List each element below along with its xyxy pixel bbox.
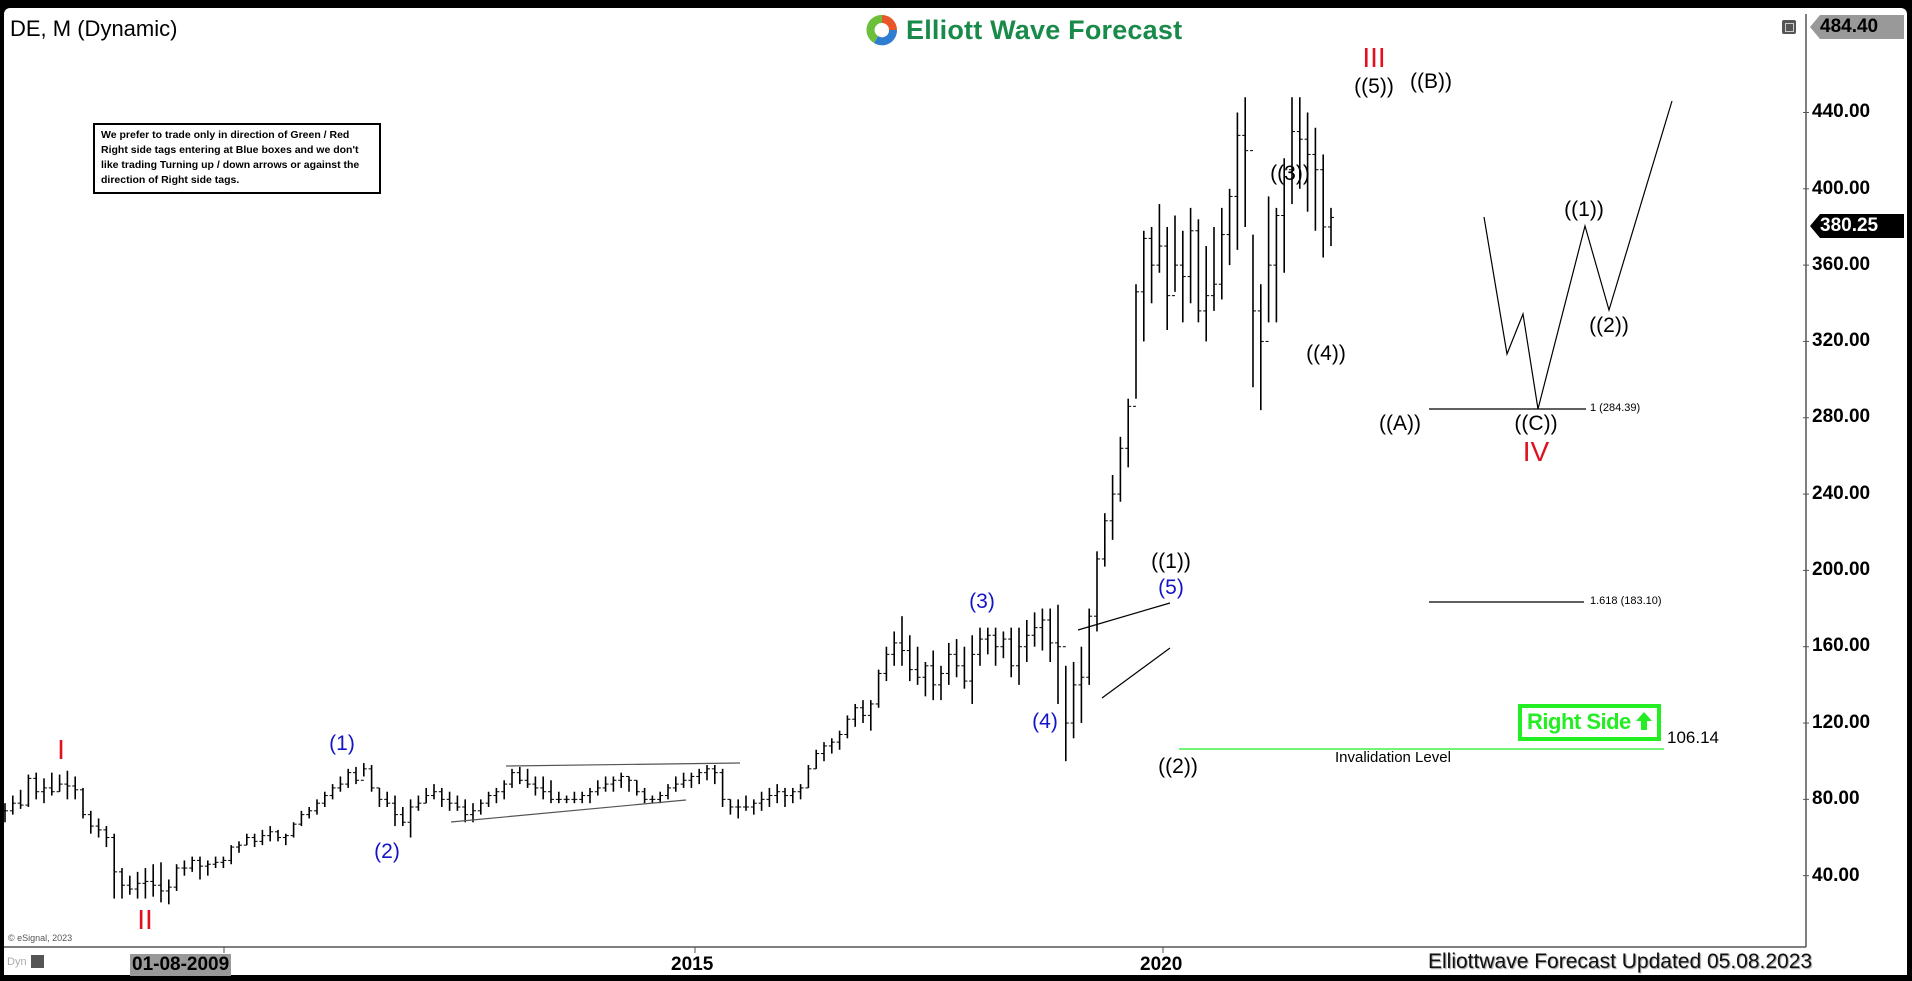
restore-window-icon[interactable] <box>1782 20 1796 34</box>
wave-label-proj-2: ((2)) <box>1589 314 1629 337</box>
trading-note: We prefer to trade only in direction of … <box>93 123 381 194</box>
channel-upper-line <box>505 762 741 767</box>
y-label: 320.00 <box>1812 330 1871 351</box>
trendlines <box>450 100 1673 823</box>
arrow-up-icon <box>1636 710 1653 736</box>
wave-label-k2: ((2)) <box>1158 755 1198 778</box>
wave-label-IV: IV <box>1522 436 1550 467</box>
y-label: 120.00 <box>1812 712 1871 733</box>
wave-label-1: (1) <box>329 732 355 755</box>
top-price-tag: 484.40 <box>1810 15 1904 39</box>
fib-1-label: 1 (284.39) <box>1590 402 1641 414</box>
wave-label-4: (4) <box>1032 710 1058 733</box>
invalidation-value: 106.14 <box>1667 728 1719 747</box>
wave-label-proj-1: ((1)) <box>1564 198 1604 221</box>
y-label: 80.00 <box>1812 788 1860 809</box>
y-label: 40.00 <box>1812 865 1860 886</box>
lock-icon[interactable] <box>31 955 44 968</box>
y-label: 240.00 <box>1812 483 1871 504</box>
wave-label-5: (5) <box>1158 576 1184 599</box>
y-label: 160.00 <box>1812 635 1871 656</box>
wave-label-3: (3) <box>969 590 995 613</box>
symbol-title: DE, M (Dynamic) <box>10 16 178 41</box>
wave-label-kB: ((B)) <box>1410 70 1452 93</box>
wave-label-k5: ((5)) <box>1354 75 1394 98</box>
logo-text: Elliott Wave Forecast <box>906 14 1183 45</box>
y-label: 280.00 <box>1812 406 1871 427</box>
x-label-2020: 2020 <box>1140 954 1183 975</box>
diagonal-upper-line <box>1077 602 1171 631</box>
y-axis-ticks <box>1803 111 1809 877</box>
wave-label-2: (2) <box>374 840 400 863</box>
diagonal-lower-line <box>1101 647 1171 699</box>
updated-footer: Elliottwave Forecast Updated 05.08.2023 <box>1428 950 1813 973</box>
channel-lower-line <box>450 799 687 823</box>
y-label: 360.00 <box>1812 254 1871 275</box>
wave-label-kA: ((A)) <box>1379 412 1421 435</box>
copyright: © eSignal, 2023 <box>8 933 73 943</box>
fib-1618-label: 1.618 (183.10) <box>1590 595 1662 607</box>
swirl-logo-icon <box>866 14 898 46</box>
wave-label-II: II <box>137 904 153 935</box>
last-price-tag: 380.25 <box>1810 214 1904 238</box>
wave-label-k3: ((3)) <box>1270 162 1310 185</box>
y-label: 440.00 <box>1812 101 1871 122</box>
invalidation-label: Invalidation Level <box>1335 749 1451 766</box>
y-label: 400.00 <box>1812 178 1871 199</box>
x-cursor-date: 01-08-2009 <box>130 954 232 976</box>
wave-label-III: III <box>1362 42 1386 73</box>
right-side-label: Right Side <box>1527 709 1631 734</box>
wave-label-kC: ((C)) <box>1514 412 1558 435</box>
wave-label-I: I <box>57 734 65 765</box>
ohlc-bars <box>2 97 1334 905</box>
x-label-2015: 2015 <box>671 954 714 975</box>
wave-label-k4: ((4)) <box>1306 342 1346 365</box>
wave-label-k1: ((1)) <box>1151 550 1191 573</box>
right-side-tag: Right Side <box>1518 704 1662 742</box>
projection-path <box>1483 100 1673 410</box>
brand-logo: Elliott Wave Forecast <box>864 12 1182 48</box>
dyn-label: Dyn <box>7 956 27 968</box>
y-label: 200.00 <box>1812 559 1871 580</box>
